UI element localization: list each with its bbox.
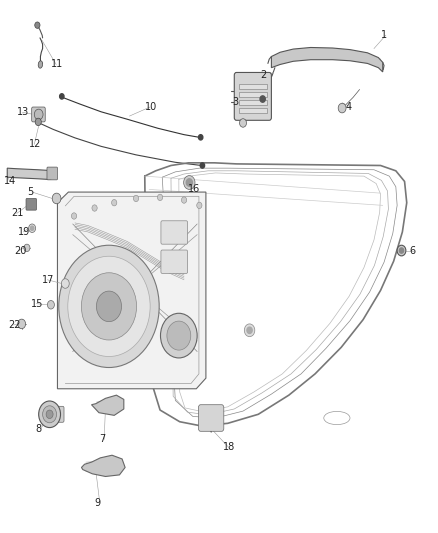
- FancyBboxPatch shape: [234, 72, 272, 120]
- Text: 5: 5: [27, 187, 33, 197]
- Bar: [239, 92, 267, 98]
- Text: 19: 19: [18, 227, 30, 237]
- Circle shape: [397, 245, 406, 256]
- Text: 20: 20: [14, 246, 26, 255]
- Bar: [239, 100, 267, 106]
- Circle shape: [59, 245, 159, 368]
- Polygon shape: [57, 192, 206, 389]
- Polygon shape: [272, 47, 383, 72]
- Text: 17: 17: [42, 275, 55, 285]
- Circle shape: [198, 135, 203, 140]
- Circle shape: [157, 194, 162, 200]
- Circle shape: [60, 94, 64, 99]
- Text: 11: 11: [51, 60, 63, 69]
- FancyBboxPatch shape: [161, 250, 187, 273]
- Text: 9: 9: [95, 498, 101, 508]
- Text: 1: 1: [381, 30, 387, 41]
- Circle shape: [240, 119, 247, 127]
- Circle shape: [35, 118, 41, 126]
- Ellipse shape: [38, 61, 42, 68]
- Circle shape: [399, 248, 404, 253]
- Circle shape: [186, 179, 192, 186]
- Circle shape: [160, 313, 197, 358]
- Text: 7: 7: [99, 434, 105, 445]
- Circle shape: [35, 22, 40, 28]
- Text: 8: 8: [35, 424, 42, 434]
- Circle shape: [81, 273, 137, 340]
- Text: 12: 12: [29, 139, 42, 149]
- Circle shape: [197, 202, 202, 208]
- Circle shape: [42, 406, 57, 423]
- Circle shape: [112, 199, 117, 206]
- Circle shape: [28, 224, 35, 232]
- Circle shape: [52, 193, 61, 204]
- Circle shape: [181, 197, 187, 203]
- Text: 4: 4: [346, 102, 352, 112]
- Circle shape: [260, 96, 265, 102]
- Circle shape: [96, 291, 121, 321]
- Bar: [239, 84, 267, 90]
- FancyBboxPatch shape: [48, 406, 64, 422]
- Circle shape: [30, 226, 34, 230]
- Circle shape: [24, 244, 30, 252]
- Circle shape: [18, 319, 25, 329]
- Text: 16: 16: [188, 184, 201, 195]
- Text: 22: 22: [9, 320, 21, 330]
- Circle shape: [46, 410, 53, 418]
- Circle shape: [61, 279, 69, 288]
- FancyBboxPatch shape: [32, 107, 45, 122]
- Circle shape: [244, 324, 255, 337]
- Text: 2: 2: [261, 70, 267, 80]
- Polygon shape: [81, 455, 125, 477]
- Circle shape: [167, 321, 191, 350]
- Circle shape: [47, 301, 54, 309]
- Text: 15: 15: [31, 298, 44, 309]
- Circle shape: [71, 213, 77, 219]
- FancyBboxPatch shape: [47, 167, 57, 180]
- Text: 10: 10: [145, 102, 157, 112]
- Text: 3: 3: [232, 96, 238, 107]
- Circle shape: [200, 163, 205, 168]
- Bar: [239, 108, 267, 114]
- Circle shape: [338, 103, 346, 113]
- FancyBboxPatch shape: [161, 221, 187, 244]
- Circle shape: [34, 109, 43, 120]
- FancyBboxPatch shape: [198, 405, 224, 431]
- Text: 6: 6: [409, 246, 415, 255]
- Circle shape: [134, 195, 139, 201]
- Circle shape: [92, 205, 97, 211]
- Text: 21: 21: [12, 208, 24, 219]
- FancyBboxPatch shape: [26, 198, 36, 210]
- Text: 13: 13: [17, 107, 29, 117]
- Circle shape: [39, 401, 60, 427]
- Polygon shape: [92, 395, 124, 415]
- Text: 18: 18: [223, 442, 236, 452]
- Polygon shape: [7, 168, 51, 179]
- Circle shape: [68, 256, 150, 357]
- Text: 14: 14: [4, 176, 17, 187]
- Circle shape: [184, 175, 195, 189]
- Circle shape: [247, 327, 252, 334]
